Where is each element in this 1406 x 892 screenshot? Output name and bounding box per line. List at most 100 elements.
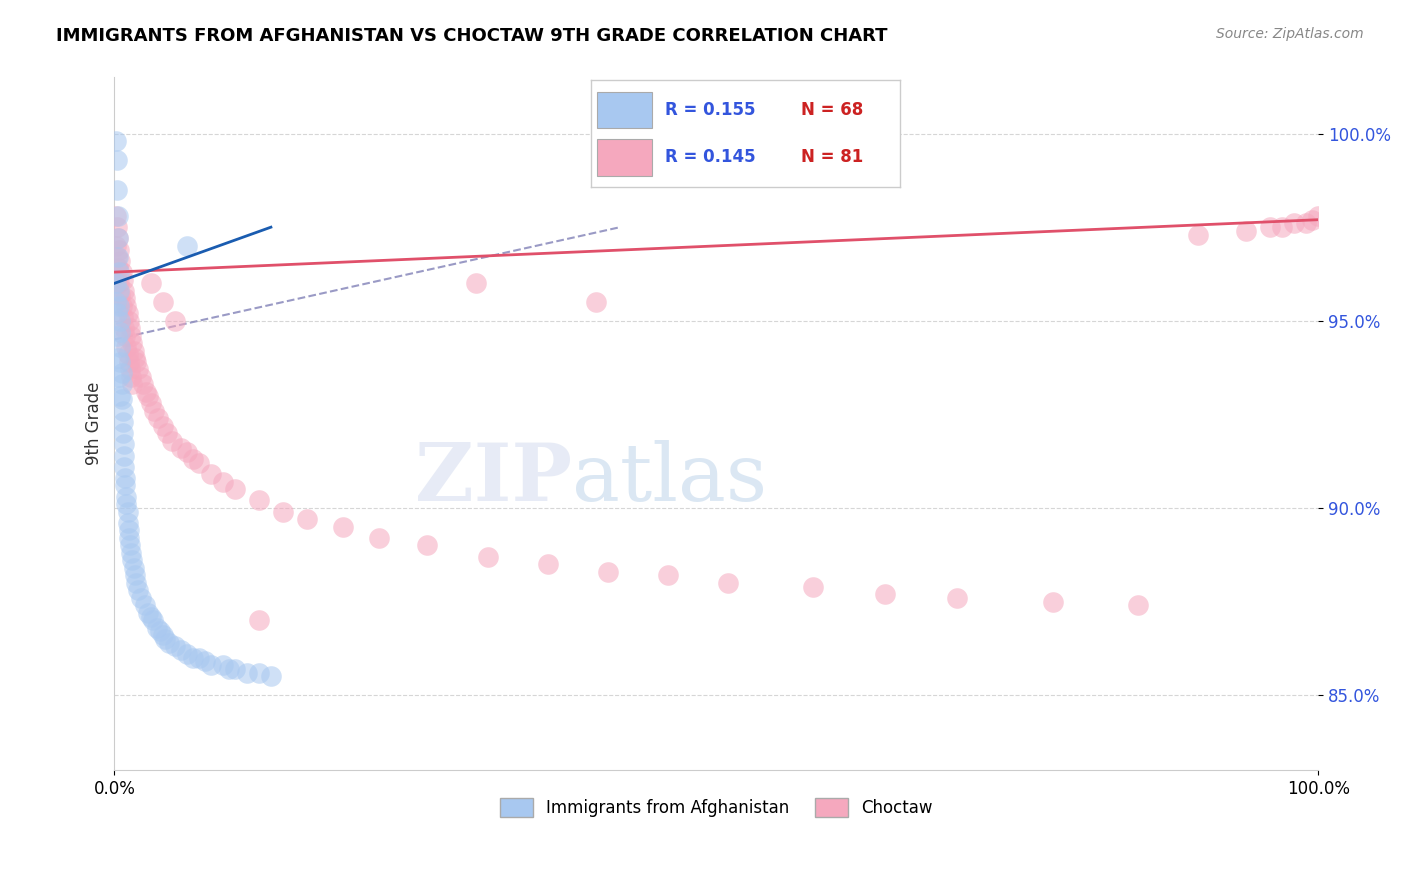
Point (118, 524, 141, 538)
Point (139, 609, 162, 624)
Point (120, 328, 142, 343)
Point (120, 538, 142, 552)
Point (108, 265, 131, 279)
Point (111, 403, 134, 417)
Point (105, 153, 128, 167)
Point (105, 183, 128, 197)
Point (142, 613, 165, 627)
Point (115, 497, 138, 511)
Point (120, 362, 142, 376)
Point (111, 392, 134, 407)
Point (112, 437, 135, 451)
Point (129, 591, 152, 605)
Point (146, 411, 169, 425)
Point (110, 253, 132, 268)
Point (176, 444, 198, 458)
Point (157, 636, 180, 650)
Point (1301, 212, 1323, 227)
Point (111, 265, 134, 279)
Point (169, 643, 191, 657)
Point (176, 239, 198, 253)
Text: R = 0.145: R = 0.145 (665, 148, 755, 166)
Point (122, 561, 145, 575)
Point (946, 591, 969, 605)
Point (108, 277, 131, 291)
Point (160, 434, 183, 448)
Point (537, 557, 560, 571)
Point (295, 512, 318, 526)
Point (110, 340, 132, 354)
Point (152, 418, 174, 433)
Point (104, 239, 127, 253)
Point (114, 291, 136, 305)
Point (1282, 216, 1305, 230)
Point (139, 396, 162, 410)
Point (105, 306, 128, 320)
Point (211, 658, 233, 673)
Text: Source: ZipAtlas.com: Source: ZipAtlas.com (1216, 27, 1364, 41)
Point (110, 287, 132, 301)
Point (145, 621, 167, 635)
Point (111, 310, 134, 324)
Point (108, 284, 131, 298)
Point (181, 452, 204, 467)
Point (104, 277, 127, 291)
FancyBboxPatch shape (596, 139, 652, 176)
Point (111, 426, 134, 441)
Point (169, 441, 191, 455)
Point (107, 231, 129, 245)
Point (108, 370, 131, 384)
Point (124, 351, 146, 366)
Point (1187, 227, 1209, 242)
Point (118, 355, 141, 369)
Point (117, 516, 139, 530)
Point (1126, 599, 1149, 613)
Point (114, 471, 136, 485)
Text: R = 0.155: R = 0.155 (665, 102, 755, 120)
Point (127, 583, 149, 598)
Point (125, 575, 148, 590)
Point (104, 209, 127, 223)
Point (110, 325, 132, 339)
Point (118, 314, 141, 328)
Point (596, 565, 619, 579)
Point (1308, 209, 1330, 223)
Point (717, 575, 740, 590)
Point (224, 662, 246, 676)
Point (115, 490, 138, 504)
Point (108, 243, 131, 257)
Point (1042, 594, 1064, 608)
Point (117, 505, 139, 519)
Point (112, 459, 135, 474)
Point (132, 377, 155, 392)
Point (136, 606, 159, 620)
Point (124, 568, 146, 582)
Point (118, 531, 141, 545)
Point (224, 482, 246, 496)
Point (464, 277, 486, 291)
Point (873, 587, 896, 601)
Point (368, 531, 391, 545)
Point (187, 650, 209, 665)
Point (105, 250, 128, 264)
Point (260, 669, 283, 683)
Point (200, 658, 222, 673)
Text: atlas: atlas (572, 440, 768, 518)
FancyBboxPatch shape (596, 92, 652, 128)
Point (120, 321, 142, 335)
Point (129, 370, 152, 384)
Point (120, 546, 142, 560)
Point (104, 295, 127, 310)
Point (111, 366, 134, 380)
Point (115, 299, 138, 313)
Point (111, 272, 134, 286)
Point (187, 456, 209, 470)
Point (153, 632, 176, 646)
Point (107, 250, 129, 264)
Point (105, 328, 128, 343)
Point (117, 347, 139, 361)
Point (121, 336, 143, 351)
Point (125, 355, 148, 369)
Point (135, 384, 157, 399)
Point (152, 628, 174, 642)
